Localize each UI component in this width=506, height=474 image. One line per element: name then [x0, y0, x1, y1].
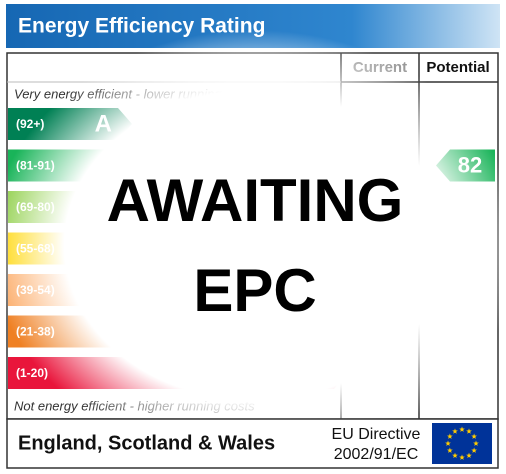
footer-region: England, Scotland & Wales	[18, 432, 275, 454]
overlay-glow	[0, 30, 506, 460]
eu-star	[447, 433, 453, 439]
eu-star	[459, 426, 465, 432]
footer-frame	[6, 418, 499, 469]
column-header: Potential	[426, 59, 489, 76]
eu-star	[473, 440, 479, 446]
eu-star	[471, 433, 477, 439]
eu-star	[466, 428, 472, 434]
eu-star	[452, 428, 458, 434]
overlay-text: AWAITING	[107, 167, 404, 234]
eu-star	[471, 447, 477, 453]
eu-star	[459, 454, 465, 460]
eu-star	[452, 452, 458, 459]
footer-directive: 2002/91/EC	[334, 446, 419, 463]
eu-stars	[445, 426, 479, 460]
overlay-text: EPC	[193, 257, 316, 324]
header-title: Energy Efficiency Rating	[18, 15, 265, 38]
eu-star	[445, 440, 451, 446]
eu-star	[447, 447, 453, 453]
footer-directive: EU Directive	[332, 426, 421, 443]
eu-star	[466, 452, 472, 459]
